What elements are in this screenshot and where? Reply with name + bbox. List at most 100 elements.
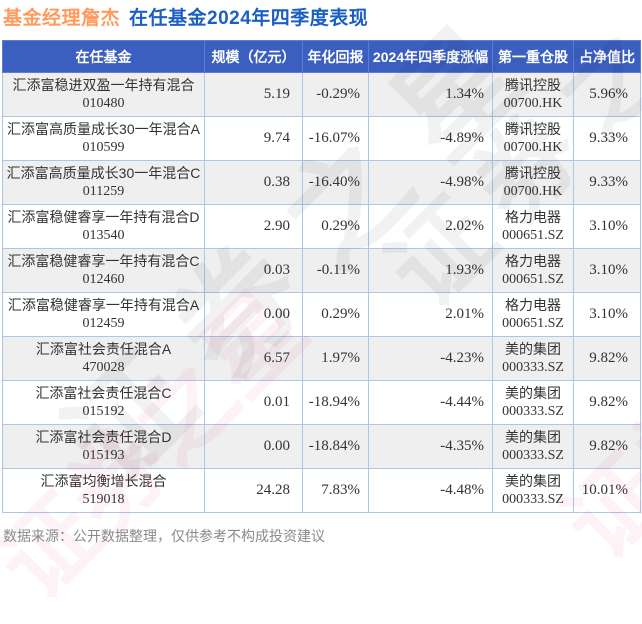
table-row: 汇添富社会责任混合C 015192 0.01 -18.94% -4.44% 美的集团 000…: [2, 380, 641, 425]
top-holding-code: 000333.SZ: [502, 447, 564, 463]
annualized-return: 0.29%: [302, 204, 369, 249]
column-header-5: 占净值比: [573, 40, 641, 73]
top-holding-cell: 美的集团 000333.SZ: [492, 336, 574, 381]
table-row: 汇添富稳健睿享一年持有混合C 012460 0.03 -0.11% 1.93% 格力电器 0…: [2, 248, 641, 293]
top-holding-cell: 美的集团 000333.SZ: [492, 424, 574, 469]
top-holding-name: 腾讯控股: [505, 120, 561, 137]
fund-code: 011259: [82, 183, 125, 199]
fund-cell: 汇添富高质量成长30一年混合C 011259: [2, 160, 205, 205]
column-header-2: 年化回报: [302, 40, 369, 73]
fund-scale: 0.03: [204, 248, 303, 293]
fund-scale: 6.57: [204, 336, 303, 381]
fund-name: 汇添富高质量成长30一年混合A: [7, 120, 200, 137]
column-header-3: 2024年四季度涨幅: [368, 40, 493, 73]
annualized-return: -18.94%: [302, 380, 369, 425]
annualized-return: -16.07%: [302, 116, 369, 161]
manager-name: 基金经理詹杰: [3, 8, 121, 29]
top-holding-code: 000651.SZ: [502, 271, 564, 287]
top-holding-name: 美的集团: [505, 428, 561, 445]
top-holding-code: 000333.SZ: [502, 403, 564, 419]
q4-change: -4.98%: [368, 160, 493, 205]
top-holding-code: 000333.SZ: [502, 491, 564, 507]
weight-of-net-value: 9.33%: [573, 116, 641, 161]
fund-code: 519018: [82, 491, 125, 507]
fund-code: 012460: [82, 271, 125, 287]
fund-name: 汇添富社会责任混合A: [35, 340, 172, 357]
weight-of-net-value: 10.01%: [573, 468, 641, 513]
weight-of-net-value: 3.10%: [573, 204, 641, 249]
top-holding-name: 美的集团: [505, 472, 561, 489]
fund-scale: 0.01: [204, 380, 303, 425]
top-holding-code: 000651.SZ: [502, 315, 564, 331]
top-holding-cell: 腾讯控股 00700.HK: [492, 72, 574, 117]
fund-cell: 汇添富稳进双盈一年持有混合 010480: [2, 72, 205, 117]
q4-change: -4.89%: [368, 116, 493, 161]
fund-cell: 汇添富稳健睿享一年持有混合D 013540: [2, 204, 205, 249]
fund-cell: 汇添富高质量成长30一年混合A 010599: [2, 116, 205, 161]
column-header-4: 第一重仓股: [492, 40, 574, 73]
annualized-return: 0.29%: [302, 292, 369, 337]
q4-change: 1.93%: [368, 248, 493, 293]
fund-name: 汇添富稳进双盈一年持有混合: [12, 76, 195, 93]
fund-scale: 0.38: [204, 160, 303, 205]
page-title: 基金经理詹杰 在任基金2024年四季度表现: [3, 3, 368, 30]
table-row: 汇添富均衡增长混合 519018 24.28 7.83% -4.48% 美的集团 00033…: [2, 468, 641, 513]
top-holding-cell: 格力电器 000651.SZ: [492, 204, 574, 249]
annualized-return: -16.40%: [302, 160, 369, 205]
fund-code: 013540: [82, 227, 125, 243]
weight-of-net-value: 3.10%: [573, 292, 641, 337]
weight-of-net-value: 3.10%: [573, 248, 641, 293]
fund-scale: 9.74: [204, 116, 303, 161]
top-holding-name: 格力电器: [505, 252, 561, 269]
top-holding-code: 000651.SZ: [502, 227, 564, 243]
fund-scale: 24.28: [204, 468, 303, 513]
fund-code: 010599: [82, 139, 125, 155]
annualized-return: 1.97%: [302, 336, 369, 381]
top-holding-code: 00700.HK: [503, 95, 563, 111]
fund-code: 470028: [82, 359, 125, 375]
column-header-1: 规模（亿元）: [204, 40, 303, 73]
fund-scale: 5.19: [204, 72, 303, 117]
table-row: 汇添富社会责任混合D 015193 0.00 -18.84% -4.35% 美的集团 000…: [2, 424, 641, 469]
weight-of-net-value: 9.82%: [573, 380, 641, 425]
weight-of-net-value: 9.33%: [573, 160, 641, 205]
q4-change: -4.44%: [368, 380, 493, 425]
annualized-return: -0.29%: [302, 72, 369, 117]
table-row: 汇添富稳健睿享一年持有混合A 012459 0.00 0.29% 2.01% 格力电器 00…: [2, 292, 641, 337]
top-holding-name: 格力电器: [505, 296, 561, 313]
table-row: 汇添富社会责任混合A 470028 6.57 1.97% -4.23% 美的集团 00033…: [2, 336, 641, 381]
fund-code: 010480: [82, 95, 125, 111]
top-holding-cell: 腾讯控股 00700.HK: [492, 160, 574, 205]
q4-change: 2.02%: [368, 204, 493, 249]
top-holding-cell: 腾讯控股 00700.HK: [492, 116, 574, 161]
top-holding-name: 美的集团: [505, 340, 561, 357]
fund-name: 汇添富均衡增长混合: [40, 472, 167, 489]
annualized-return: 7.83%: [302, 468, 369, 513]
weight-of-net-value: 5.96%: [573, 72, 641, 117]
annualized-return: -18.84%: [302, 424, 369, 469]
top-holding-name: 腾讯控股: [505, 76, 561, 93]
top-holding-name: 美的集团: [505, 384, 561, 401]
q4-change: -4.23%: [368, 336, 493, 381]
table-row: 汇添富稳进双盈一年持有混合 010480 5.19 -0.29% 1.34% 腾讯控股 00…: [2, 72, 641, 117]
top-holding-cell: 格力电器 000651.SZ: [492, 292, 574, 337]
top-holding-code: 00700.HK: [503, 183, 563, 199]
fund-code: 015193: [82, 447, 125, 463]
fund-scale: 2.90: [204, 204, 303, 249]
fund-cell: 汇添富均衡增长混合 519018: [2, 468, 205, 513]
table-row: 汇添富稳健睿享一年持有混合D 013540 2.90 0.29% 2.02% 格力电器 00…: [2, 204, 641, 249]
data-source-note: 数据来源：公开数据整理，仅供参考不构成投资建议: [3, 528, 325, 544]
top-holding-code: 00700.HK: [503, 139, 563, 155]
fund-performance-table: 在任基金 规模（亿元） 年化回报 2024年四季度涨幅 第一重仓股 占净值比 汇添富稳进双…: [2, 40, 641, 513]
fund-name: 汇添富稳健睿享一年持有混合C: [7, 252, 200, 269]
top-holding-cell: 格力电器 000651.SZ: [492, 248, 574, 293]
q4-change: 1.34%: [368, 72, 493, 117]
fund-name: 汇添富社会责任混合D: [35, 428, 172, 445]
weight-of-net-value: 9.82%: [573, 424, 641, 469]
fund-code: 012459: [82, 315, 125, 331]
column-header-0: 在任基金: [2, 40, 205, 73]
fund-scale: 0.00: [204, 292, 303, 337]
top-holding-name: 腾讯控股: [505, 164, 561, 181]
top-holding-cell: 美的集团 000333.SZ: [492, 380, 574, 425]
weight-of-net-value: 9.82%: [573, 336, 641, 381]
